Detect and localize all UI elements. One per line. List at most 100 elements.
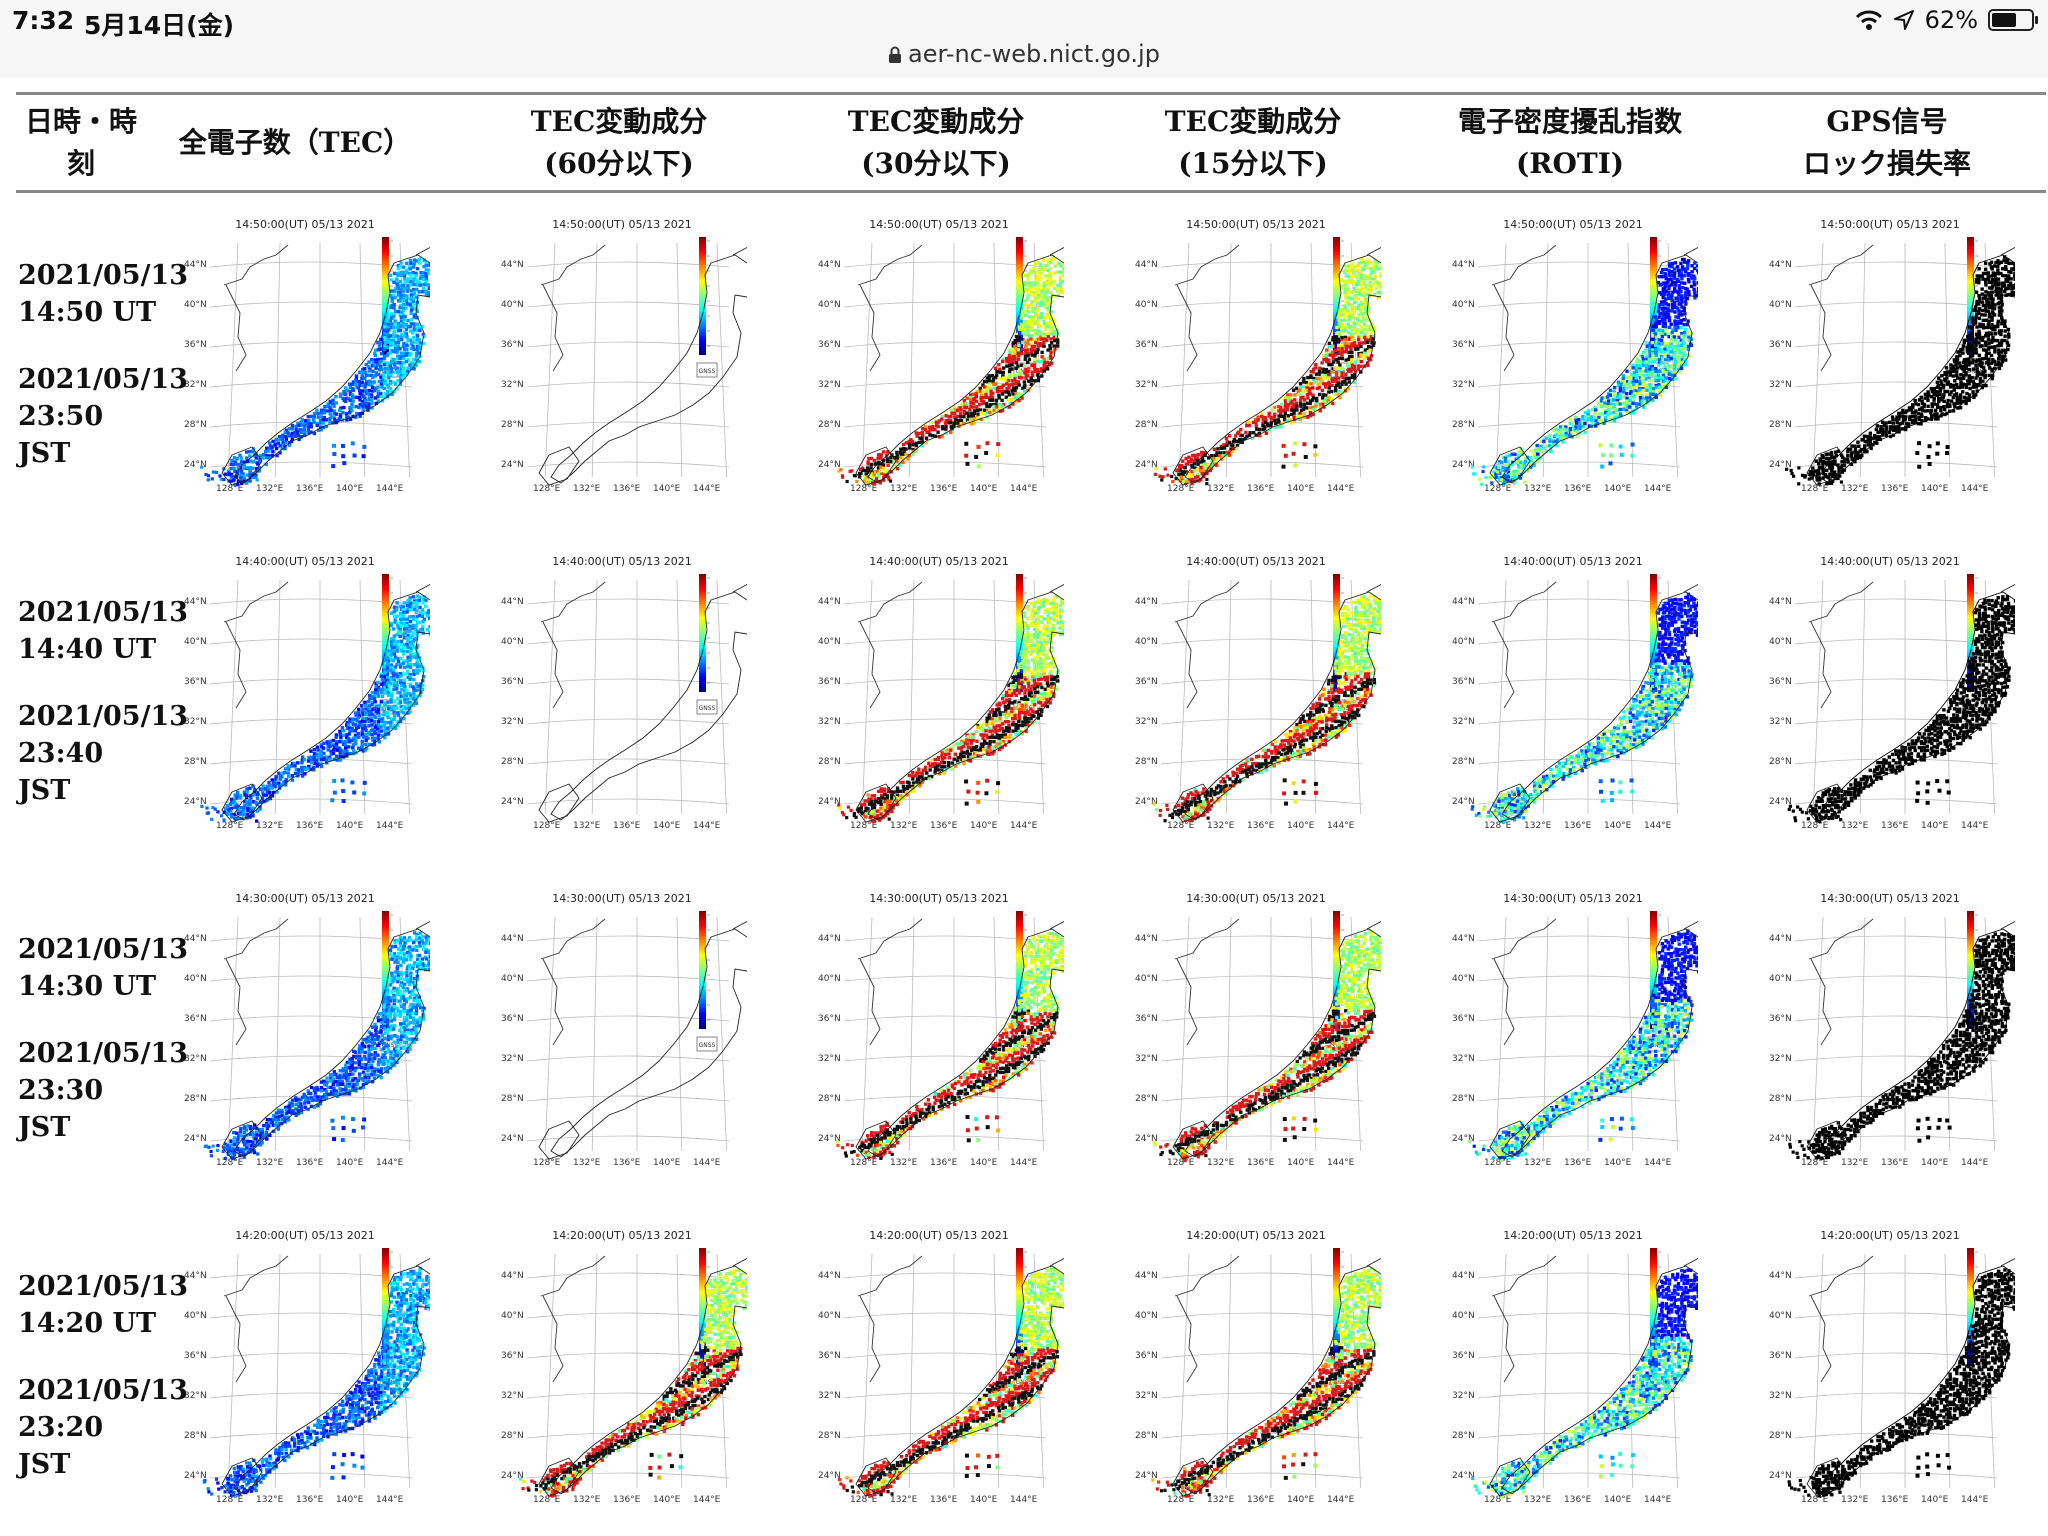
ionosphere-map: 14:30:00(UT) 05/13 2021 44°N 40°N 36°N 32°N 2… [501,892,747,1168]
japan-coastline [1818,254,2015,484]
lat-tick-label: 28°N [1452,757,1475,767]
lat-tick-label: 44°N [1452,1271,1475,1281]
status-time: 7:32 [12,6,75,35]
lat-tick-label: 28°N [1452,420,1475,430]
map-cell-tec[interactable]: 14:40:00(UT) 05/13 2021 44°N 40°N 36°N 32°N 2… [180,552,430,852]
map-cell-roti[interactable]: 14:20:00(UT) 05/13 2021 44°N 40°N 36°N 32°N 2… [1448,1226,1698,1526]
lat-tick-label: 32°N [184,380,207,390]
lat-tick-label: 24°N [501,1134,524,1144]
japan-coastline [233,1265,430,1495]
lon-tick-label: 128°E [1801,1158,1829,1168]
map-cell-tec[interactable]: 14:30:00(UT) 05/13 2021 44°N 40°N 36°N 32°N 2… [180,889,430,1189]
lat-tick-label: 40°N [1135,637,1158,647]
lon-tick-label: 144°E [1961,1495,1989,1505]
lon-tick-label: 132°E [1524,1158,1552,1168]
lon-tick-label: 140°E [1921,1158,1949,1168]
lat-tick-label: 40°N [184,637,207,647]
lon-tick-label: 144°E [693,1495,721,1505]
map-cell-dtec60[interactable]: 14:20:00(UT) 05/13 2021 44°N 40°N 36°N 32°N 2… [497,1226,747,1526]
lat-tick-label: 36°N [1452,677,1475,687]
map-cell-tec[interactable]: 14:20:00(UT) 05/13 2021 44°N 40°N 36°N 32°N 2… [180,1226,430,1526]
lon-tick-label: 140°E [1287,1495,1315,1505]
map-cell-lol[interactable]: 14:40:00(UT) 05/13 2021 44°N 40°N 36°N 32°N 2… [1765,552,2015,852]
jst-label: JST [18,1449,71,1480]
map-cell-dtec30[interactable]: 14:20:00(UT) 05/13 2021 44°N 40°N 36°N 32°N 2… [814,1226,1064,1526]
lat-tick-label: 40°N [501,974,524,984]
lon-tick-label: 144°E [693,821,721,831]
lon-tick-label: 132°E [573,1495,601,1505]
ionosphere-map: 14:40:00(UT) 05/13 2021 44°N 40°N 36°N 32°N 2… [818,555,1064,831]
lat-tick-label: 28°N [1135,420,1158,430]
lon-tick-label: 136°E [1881,1495,1909,1505]
japan-coastline [1818,591,2015,821]
lon-tick-label: 128°E [850,1158,878,1168]
lat-tick-label: 40°N [1452,1311,1475,1321]
lon-tick-label: 136°E [613,484,641,494]
ionosphere-map: 14:50:00(UT) 05/13 2021 44°N 40°N 36°N 32°N 2… [1135,218,1381,494]
lon-tick-label: 136°E [930,1495,958,1505]
map-cell-roti[interactable]: 14:30:00(UT) 05/13 2021 44°N 40°N 36°N 32°N 2… [1448,889,1698,1189]
lon-tick-label: 136°E [613,821,641,831]
gnss-logo: GNSS [696,1036,718,1052]
lon-tick-label: 132°E [256,821,284,831]
gnss-station-points [203,931,430,1161]
lon-tick-label: 144°E [376,821,404,831]
japan-coastline [1501,1265,1698,1495]
svg-text:GNSS: GNSS [1967,368,1984,375]
lon-tick-label: 132°E [1841,484,1869,494]
row-datetime-label: 2021/05/13 14:50 UT 2021/05/13 23:50 JST [18,257,188,472]
map-cell-lol[interactable]: 14:50:00(UT) 05/13 2021 44°N 40°N 36°N 32°N 2… [1765,215,2015,515]
lon-tick-label: 128°E [1484,1158,1512,1168]
map-cell-tec[interactable]: 14:50:00(UT) 05/13 2021 44°N 40°N 36°N 32°N 2… [180,215,430,515]
lon-tick-label: 140°E [1921,1495,1949,1505]
japan-coastline [867,591,1064,821]
lon-tick-label: 144°E [1327,484,1355,494]
lon-tick-label: 144°E [693,484,721,494]
lon-tick-label: 140°E [336,821,364,831]
map-cell-lol[interactable]: 14:30:00(UT) 05/13 2021 44°N 40°N 36°N 32°N 2… [1765,889,2015,1189]
header-bottom-rule [16,190,2046,193]
lat-tick-label: 44°N [818,260,841,270]
lat-tick-label: 32°N [501,380,524,390]
map-cell-dtec30[interactable]: 14:40:00(UT) 05/13 2021 44°N 40°N 36°N 32°N 2… [814,552,1064,852]
lat-tick-label: 28°N [1452,1431,1475,1441]
lat-tick-label: 24°N [501,460,524,470]
lon-tick-label: 128°E [1167,1495,1195,1505]
map-title: 14:50:00(UT) 05/13 2021 [1503,218,1642,231]
map-cell-dtec15[interactable]: 14:30:00(UT) 05/13 2021 44°N 40°N 36°N 32°N 2… [1131,889,1381,1189]
map-cell-dtec15[interactable]: 14:20:00(UT) 05/13 2021 44°N 40°N 36°N 32°N 2… [1131,1226,1381,1526]
lat-tick-label: 40°N [818,974,841,984]
map-graticule [1794,1253,1998,1489]
lat-tick-label: 32°N [818,1391,841,1401]
map-cell-dtec30[interactable]: 14:50:00(UT) 05/13 2021 44°N 40°N 36°N 32°N 2… [814,215,1064,515]
map-cell-lol[interactable]: 14:20:00(UT) 05/13 2021 44°N 40°N 36°N 32°N 2… [1765,1226,2015,1526]
map-cell-roti[interactable]: 14:40:00(UT) 05/13 2021 44°N 40°N 36°N 32°N 2… [1448,552,1698,852]
lat-tick-label: 40°N [501,300,524,310]
lon-tick-label: 140°E [336,484,364,494]
gnss-station-points [1153,258,1381,486]
lat-tick-label: 36°N [1769,340,1792,350]
map-cell-dtec30[interactable]: 14:30:00(UT) 05/13 2021 44°N 40°N 36°N 32°N 2… [814,889,1064,1189]
lat-tick-label: 36°N [818,1351,841,1361]
lat-tick-label: 32°N [818,717,841,727]
map-cell-dtec60[interactable]: 14:40:00(UT) 05/13 2021 44°N 40°N 36°N 32°N 2… [497,552,747,852]
wifi-icon [1855,10,1882,30]
lat-tick-label: 40°N [1769,974,1792,984]
map-cell-dtec60[interactable]: 14:30:00(UT) 05/13 2021 44°N 40°N 36°N 32°N 2… [497,889,747,1189]
lon-tick-label: 132°E [256,1495,284,1505]
lat-tick-label: 24°N [1452,797,1475,807]
col-header-dtec30: TEC変動成分 (30分以下) [847,105,1025,180]
lat-tick-label: 36°N [1135,340,1158,350]
gnss-station-points [1151,1266,1381,1498]
lon-tick-label: 128°E [216,484,244,494]
map-cell-dtec15[interactable]: 14:50:00(UT) 05/13 2021 44°N 40°N 36°N 32°N 2… [1131,215,1381,515]
gnss-station-points [1468,929,1698,1162]
lon-tick-label: 140°E [970,1495,998,1505]
map-cell-dtec60[interactable]: 14:50:00(UT) 05/13 2021 44°N 40°N 36°N 32°N 2… [497,215,747,515]
col-header-dtec60: TEC変動成分 (60分以下) [530,105,708,180]
address-bar[interactable]: aer-nc-web.nict.go.jp [0,40,2048,68]
jst-time: 23:30 [18,1075,104,1106]
map-cell-dtec15[interactable]: 14:40:00(UT) 05/13 2021 44°N 40°N 36°N 32°N 2… [1131,552,1381,852]
map-cell-roti[interactable]: 14:50:00(UT) 05/13 2021 44°N 40°N 36°N 32°N 2… [1448,215,1698,515]
lat-tick-label: 40°N [501,1311,524,1321]
